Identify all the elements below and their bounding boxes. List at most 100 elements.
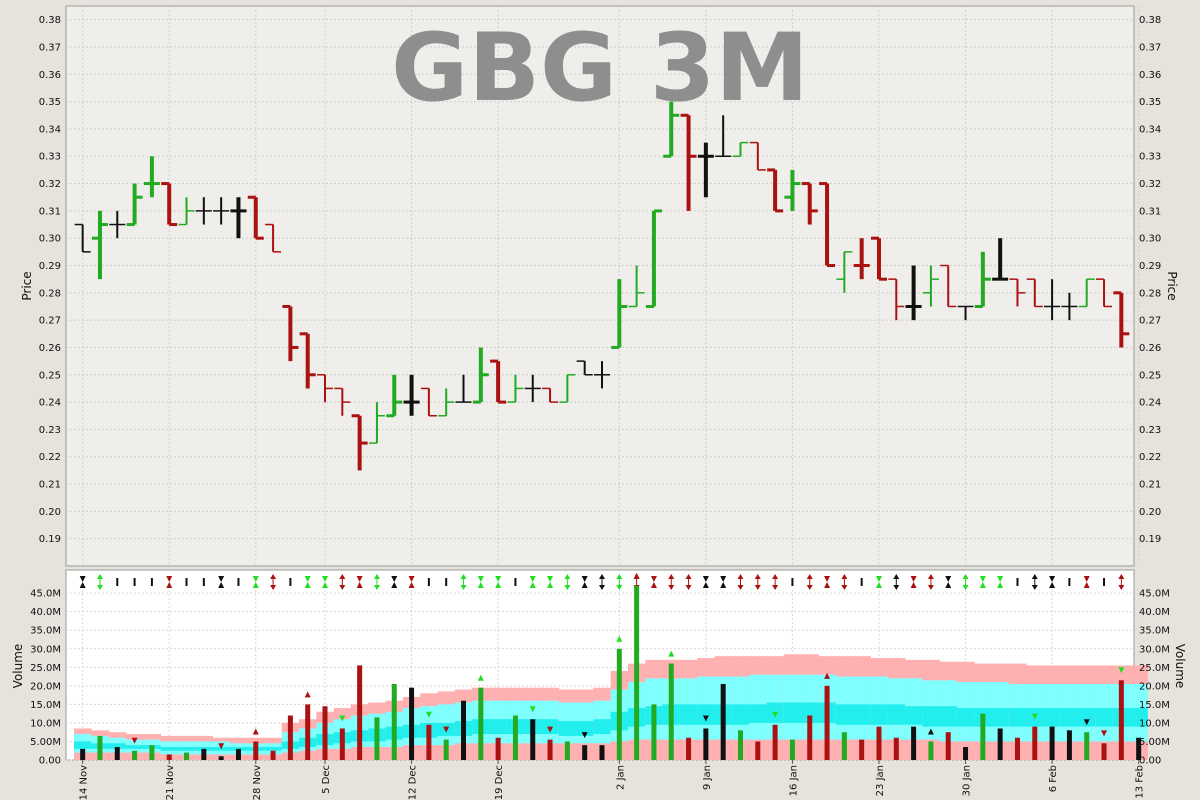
signal-triangle-up [408,582,415,588]
volume-bar [668,663,674,760]
signal-marker [685,574,692,590]
date-axis: 14 Nov 21 Nov 28 Nov 5 Dec 12 Dec 19 Dec 2 Jan… [79,760,1146,800]
signal-triangle-up [252,582,259,588]
signal-arrow-up [754,574,761,579]
volume-bar [616,648,622,760]
volume-marker-triangle [477,674,484,681]
volume-bar [478,687,484,760]
volume-tick-label: 0.00 [1139,756,1161,767]
volume-tick-label: 40.0M [1139,607,1170,618]
signal-marker [702,576,709,588]
volume-bar [824,685,830,760]
volume-band-center [1008,708,1027,727]
signal-triangle-down [495,576,502,582]
signal-arrow-down [599,585,605,590]
price-tick-label: 0.19 [1139,534,1161,545]
volume-marker-triangle [425,711,432,718]
signal-marker [1118,574,1125,590]
price-tick-label: 0.21 [39,480,61,491]
volume-band-center [835,704,854,725]
signal-marker [218,576,225,588]
signal-triangle-down [408,576,415,582]
volume-bar [443,739,449,760]
price-tick-label: 0.22 [1139,452,1161,463]
volume-marker-triangle [824,672,831,679]
volume-marker-triangle [668,650,675,657]
signal-triangle-up [581,582,588,588]
signal-marker [495,576,502,588]
volume-marker-triangle [131,737,138,744]
signal-triangle-down [322,576,329,582]
ohlc-bar [559,374,576,403]
volume-tick-label: 30.0M [30,644,61,655]
ohlc-bar [628,265,645,308]
ohlc-bar [594,361,610,389]
volume-band-center [1078,708,1096,727]
volume-marker-triangle [633,572,640,579]
signal-marker [910,576,917,588]
volume-band-center [177,747,196,751]
signal-triangle-down [997,576,1004,582]
signal-marker [252,576,259,588]
volume-tick-label: 15.0M [30,700,61,711]
signal-arrow-down [564,585,571,590]
signal-arrow-down [616,585,623,590]
signal-marker [927,574,934,590]
ohlc-bar [784,169,801,211]
signal-marker [322,576,329,588]
volume-tick-label: 5.00M [30,737,61,748]
signal-triangle-down [875,576,882,582]
ohlc-bar [697,142,714,198]
signal-marker [737,574,744,590]
volume-tick-label: 25.0M [30,663,61,674]
ohlc-bar [507,374,524,403]
volume-bar [859,739,865,760]
ohlc-bar [351,414,368,471]
volume-marker-triangle [616,635,623,642]
signal-arrow-down [754,585,761,590]
volume-bar [980,713,986,760]
ohlc-bar [663,101,680,158]
volume-marker-triangle [529,706,536,713]
volume-tick-label: 30.0M [1139,644,1170,655]
volume-bar [582,745,588,760]
ohlc-bar [974,251,991,308]
signal-triangle-up [979,582,986,588]
volume-marker-triangle [1083,719,1090,726]
signal-arrow-down [460,585,467,590]
signal-marker [304,576,311,588]
volume-band-center [922,706,941,727]
signal-arrow-up [564,574,571,579]
volume-bar [409,687,415,760]
volume-bar [772,724,778,760]
volume-marker-triangle [339,715,346,722]
signal-marker [754,574,761,590]
price-tick-label: 0.27 [1139,316,1161,327]
price-tick-label: 0.32 [39,179,61,190]
ohlc-bar [299,332,316,389]
price-tick-label: 0.34 [1139,124,1161,135]
signal-arrow-up [270,574,277,579]
signal-arrow-up [96,574,103,579]
ohlc-bar [853,238,870,280]
signal-marker [564,574,571,590]
signal-marker [824,576,831,588]
ohlc-bar [1061,292,1078,321]
volume-bar [287,715,293,760]
signal-triangle-down [218,576,225,582]
ohlc-bar [368,402,385,444]
volume-bar [1101,743,1107,760]
signal-triangle-up [824,582,831,588]
volume-bar [703,728,709,760]
volume-marker-triangle [772,711,779,718]
signal-arrow-up [599,574,605,579]
volume-bar [512,715,518,760]
signal-triangle-down [391,576,398,582]
volume-marker-triangle [927,728,934,735]
signal-arrow-up [841,574,848,579]
volume-axis-left: 0.00 5.00M 10.0M 15.0M 20.0M 25.0M 30.0M 35.0M 4… [30,589,61,767]
volume-marker-triangle [1101,730,1108,737]
volume-bar [651,704,657,760]
volume-bar [789,739,795,760]
signal-marker [962,574,969,590]
